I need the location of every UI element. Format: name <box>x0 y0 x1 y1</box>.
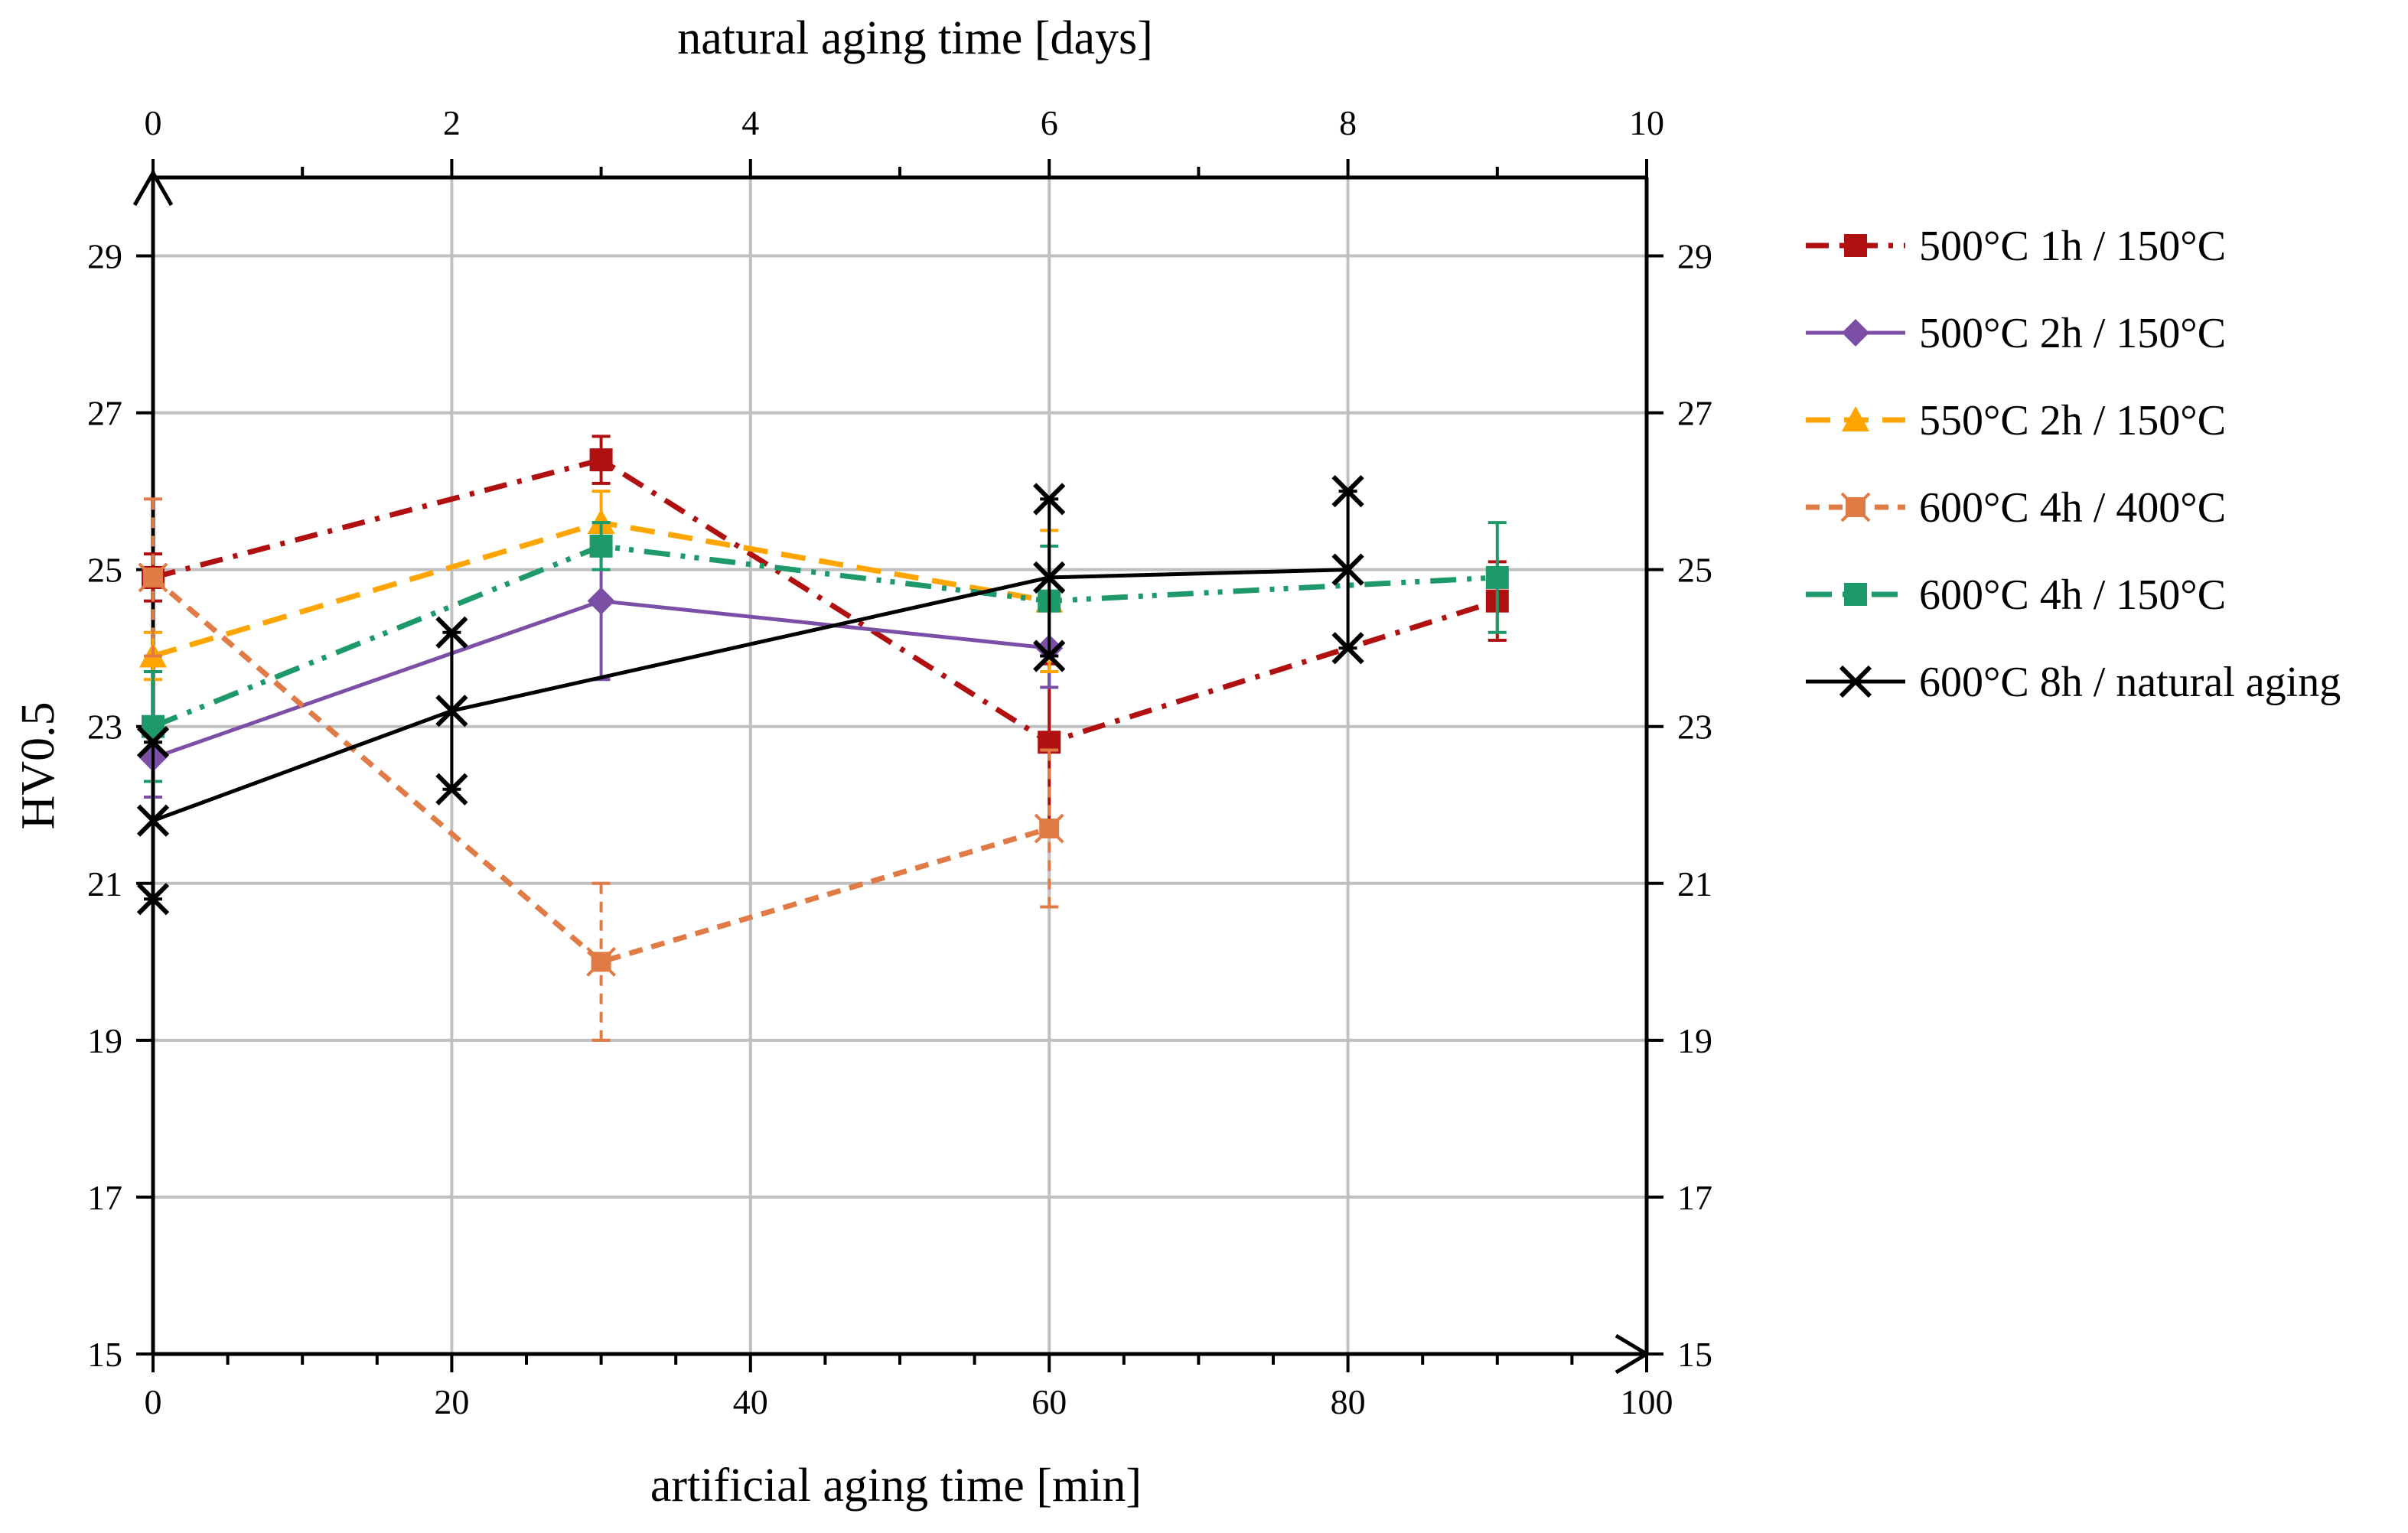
data-point-cross <box>586 946 617 977</box>
y2-tick-label: 29 <box>1677 237 1712 276</box>
y-tick-label: 19 <box>87 1021 122 1060</box>
data-point <box>1034 813 1064 844</box>
y-axis-title: HV0.5 <box>12 701 64 829</box>
y-tick-label: 29 <box>87 237 122 276</box>
x2-tick-label: 8 <box>1339 103 1357 142</box>
legend-marker <box>1842 406 1869 431</box>
legend-marker <box>1840 492 1871 522</box>
y-tick-label: 15 <box>87 1335 122 1374</box>
y-tick-label: 17 <box>87 1178 122 1217</box>
data-point-cross <box>1034 813 1064 844</box>
legend-label: 600°C 8h / natural aging <box>1919 659 2341 706</box>
error-bar-marker-top <box>1033 483 1066 516</box>
y2-tick-label: 19 <box>1677 1021 1712 1060</box>
series-line <box>152 568 1348 823</box>
legend-label: 600°C 4h / 400°C <box>1919 484 2226 532</box>
data-point-cross <box>138 562 168 593</box>
data-point <box>435 695 468 727</box>
series-line <box>152 543 1497 729</box>
data-point <box>1485 565 1509 589</box>
data-point <box>586 946 617 977</box>
data-point <box>587 587 615 615</box>
error-bar-marker-bottom <box>1033 640 1066 672</box>
x-tick-label: 80 <box>1331 1382 1366 1421</box>
y2-tick-label: 15 <box>1677 1335 1712 1374</box>
grid <box>153 177 1648 1354</box>
x-tick-label: 40 <box>733 1382 768 1421</box>
x-axis-title: artificial aging time [min] <box>650 1460 1142 1512</box>
y2-tick-label: 17 <box>1677 1178 1712 1217</box>
legend: 500°C 1h / 150°C 500°C 2h / 150°C 550°C 2h… <box>1806 223 2341 706</box>
x2-axis-title: natural aging time [days] <box>677 12 1153 64</box>
axes <box>132 159 1663 1375</box>
y2-tick-label: 21 <box>1677 864 1712 903</box>
x2-tick-label: 0 <box>145 103 162 142</box>
x2-tick-label: 10 <box>1629 103 1664 142</box>
error-bar-marker-bottom <box>136 883 170 916</box>
x2-tick-label: 6 <box>1041 103 1058 142</box>
legend-entry-2: 500°C 2h / 150°C <box>1806 310 2226 357</box>
error-bar-marker-bottom <box>435 773 468 806</box>
legend-marker <box>1839 665 1872 698</box>
x2-tick-label: 2 <box>443 103 461 142</box>
legend-label: 600°C 4h / 150°C <box>1919 571 2226 619</box>
data-point <box>136 804 170 837</box>
legend-marker <box>1842 319 1869 347</box>
error-bar-marker-top <box>136 726 170 759</box>
legend-label: 500°C 2h / 150°C <box>1919 310 2226 357</box>
error-bar-marker-bottom <box>1331 632 1364 665</box>
legend-entry-1: 500°C 1h / 150°C <box>1806 223 2226 270</box>
series-line <box>151 575 1051 965</box>
series-line <box>152 457 1498 745</box>
legend-entry-6: 600°C 8h / natural aging <box>1806 659 2341 706</box>
error-bar-marker-top <box>1331 475 1364 508</box>
legend-marker-cross <box>1840 492 1871 522</box>
error-bar-marker-top <box>435 616 468 649</box>
y2-tick-label: 27 <box>1677 394 1712 433</box>
legend-label: 500°C 1h / 150°C <box>1919 223 2226 270</box>
legend-label: 550°C 2h / 150°C <box>1919 397 2226 444</box>
data-point <box>589 534 613 558</box>
series-layer <box>136 435 1509 1042</box>
series-6 <box>136 475 1364 916</box>
data-point <box>138 562 168 593</box>
data-point <box>1331 553 1364 586</box>
y-tick-label: 23 <box>87 708 122 747</box>
legend-marker <box>1844 583 1867 606</box>
series-4 <box>138 497 1064 1042</box>
x-tick-label: 100 <box>1621 1382 1673 1421</box>
x2-tick-label: 4 <box>741 103 759 142</box>
y-tick-label: 25 <box>87 551 122 590</box>
y-tick-label: 21 <box>87 864 122 903</box>
legend-entry-3: 550°C 2h / 150°C <box>1806 397 2226 444</box>
legend-entry-5: 600°C 4h / 150°C <box>1806 571 2226 619</box>
x-tick-label: 0 <box>145 1382 162 1421</box>
y-tick-label: 27 <box>87 394 122 433</box>
tick-labels: 0 20 40 60 80 100 0 2 4 6 8 10 15 15 17 17 19 19 21 21 23 23 2… <box>87 103 1712 1421</box>
data-point <box>1033 561 1066 594</box>
y2-tick-label: 23 <box>1677 708 1712 747</box>
data-point <box>589 448 613 472</box>
legend-marker <box>1844 234 1867 257</box>
x-tick-label: 60 <box>1031 1382 1067 1421</box>
y2-tick-label: 25 <box>1677 551 1712 590</box>
x-tick-label: 20 <box>434 1382 469 1421</box>
legend-entry-4: 600°C 4h / 400°C <box>1806 484 2226 532</box>
